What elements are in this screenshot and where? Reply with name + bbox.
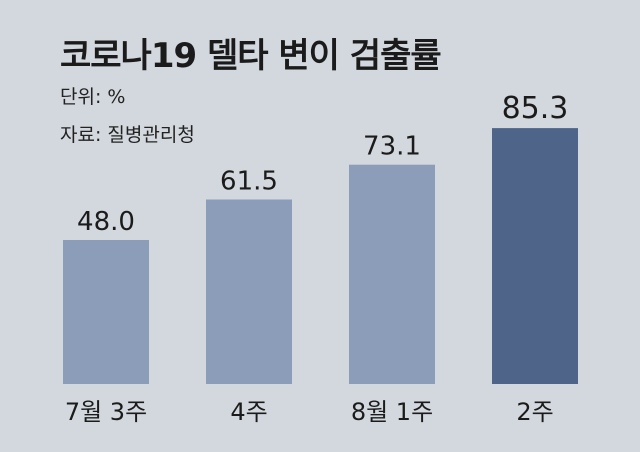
source-label: 자료: 질병관리청 bbox=[60, 124, 195, 146]
value-label-4: 85.3 bbox=[502, 91, 569, 126]
bar-4 bbox=[492, 128, 578, 384]
category-label-2: 4주 bbox=[230, 398, 267, 426]
value-label-3: 73.1 bbox=[363, 132, 421, 162]
bar-2 bbox=[206, 199, 292, 384]
chart-title: 코로나19 델타 변이 검출률 bbox=[60, 36, 442, 76]
category-label-3: 8월 1주 bbox=[351, 398, 433, 426]
bar-1 bbox=[63, 240, 149, 384]
category-label-4: 2주 bbox=[516, 398, 553, 426]
unit-label: 단위: % bbox=[60, 86, 126, 108]
category-label-1: 7월 3주 bbox=[65, 398, 147, 426]
value-label-2: 61.5 bbox=[220, 167, 278, 197]
bar-3 bbox=[349, 164, 435, 384]
value-label-1: 48.0 bbox=[77, 207, 135, 237]
